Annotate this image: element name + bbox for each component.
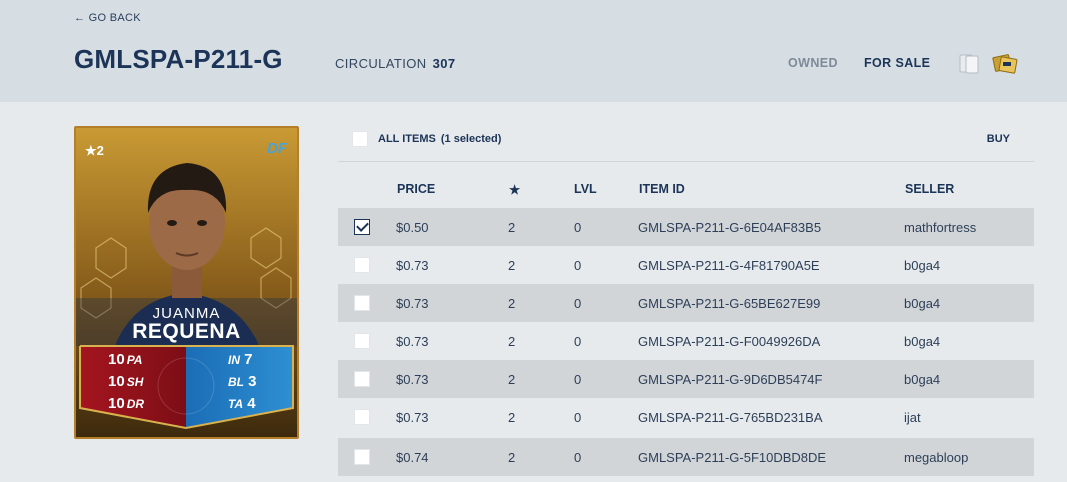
row-seller: b0ga4 (904, 258, 941, 273)
table-row[interactable]: $0.50 2 0 GMLSPA-P211-G-6E04AF83B5 mathf… (338, 208, 1034, 246)
tab-for-sale[interactable]: FOR SALE (864, 56, 931, 70)
col-lvl[interactable]: LVL (574, 182, 597, 196)
packs-icon[interactable] (990, 52, 1022, 76)
row-checkbox[interactable] (354, 257, 370, 273)
row-price: $0.50 (396, 220, 429, 235)
stat-dr: 10 DR (108, 395, 145, 412)
row-stars: 2 (508, 220, 516, 235)
player-card: ★2 DF JUANMA REQUENA 10 PA 10 SH 10 DR IN 7… (74, 126, 299, 439)
card-rating: ★2 (85, 143, 104, 158)
row-price: $0.73 (396, 296, 429, 311)
card-first-name: JUANMA (152, 305, 221, 322)
row-item-id: GMLSPA-P211-G-9D6DB5474F (638, 372, 823, 387)
row-item-id: GMLSPA-P211-G-F0049926DA (638, 334, 821, 349)
row-seller: megabloop (904, 450, 969, 465)
row-stars: 2 (508, 450, 516, 465)
stat-in: IN 7 (228, 351, 253, 368)
row-seller: b0ga4 (904, 372, 941, 387)
table-row[interactable]: $0.73 2 0 GMLSPA-P211-G-4F81790A5E b0ga4 (338, 246, 1034, 284)
card-last-name: REQUENA (132, 320, 241, 343)
row-item-id: GMLSPA-P211-G-6E04AF83B5 (638, 220, 822, 235)
row-checkbox[interactable] (354, 449, 370, 465)
row-seller: b0ga4 (904, 296, 941, 311)
row-stars: 2 (508, 334, 516, 349)
all-items-label: ALL ITEMS (1 selected) (378, 133, 502, 145)
col-item-id[interactable]: ITEM ID (639, 182, 685, 196)
row-stars: 2 (508, 296, 516, 311)
row-lvl: 0 (574, 450, 582, 465)
circulation: CIRCULATION 307 (335, 56, 455, 71)
stat-sh: 10 SH (108, 373, 144, 390)
page-title: GMLSPA-P211-G (74, 44, 283, 74)
player-card-art (76, 128, 297, 437)
row-checkbox[interactable] (354, 295, 370, 311)
row-checkbox[interactable] (354, 219, 370, 235)
row-stars: 2 (508, 258, 516, 273)
row-seller: b0ga4 (904, 334, 941, 349)
go-back-link[interactable]: ← GO BACK (74, 12, 141, 24)
table-row[interactable]: $0.73 2 0 GMLSPA-P211-G-F0049926DA b0ga4 (338, 322, 1034, 360)
row-item-id: GMLSPA-P211-G-4F81790A5E (638, 258, 820, 273)
row-seller: mathfortress (904, 220, 977, 235)
col-seller[interactable]: SELLER (905, 182, 955, 196)
table-row[interactable]: $0.74 2 0 GMLSPA-P211-G-5F10DBD8DE megab… (338, 438, 1034, 476)
row-checkbox[interactable] (354, 333, 370, 349)
row-lvl: 0 (574, 220, 582, 235)
table-row[interactable]: $0.73 2 0 GMLSPA-P211-G-765BD231BA ijat (338, 398, 1034, 436)
row-lvl: 0 (574, 372, 582, 387)
row-price: $0.74 (396, 450, 429, 465)
row-price: $0.73 (396, 410, 429, 425)
circulation-value: 307 (432, 56, 456, 71)
row-lvl: 0 (574, 258, 582, 273)
row-lvl: 0 (574, 296, 582, 311)
row-lvl: 0 (574, 334, 582, 349)
table-row[interactable]: $0.73 2 0 GMLSPA-P211-G-9D6DB5474F b0ga4 (338, 360, 1034, 398)
row-item-id: GMLSPA-P211-G-5F10DBD8DE (638, 450, 827, 465)
table-row[interactable]: $0.73 2 0 GMLSPA-P211-G-65BE627E99 b0ga4 (338, 284, 1034, 322)
row-lvl: 0 (574, 410, 582, 425)
row-price: $0.73 (396, 372, 429, 387)
row-seller: ijat (904, 410, 921, 425)
header-bar: ← GO BACK GMLSPA-P211-G CIRCULATION 307 O… (0, 0, 1067, 102)
row-checkbox[interactable] (354, 371, 370, 387)
stat-pa: 10 PA (108, 351, 143, 368)
row-price: $0.73 (396, 334, 429, 349)
tab-owned[interactable]: OWNED (788, 56, 838, 70)
stat-ta: TA 4 (228, 395, 256, 412)
cards-icon[interactable] (957, 52, 981, 76)
row-stars: 2 (508, 410, 516, 425)
col-stars[interactable]: ★ (509, 183, 521, 197)
row-item-id: GMLSPA-P211-G-765BD231BA (638, 410, 823, 425)
select-all-row: ALL ITEMS (1 selected) BUY (338, 124, 1034, 162)
row-checkbox[interactable] (354, 409, 370, 425)
select-all-checkbox[interactable] (352, 131, 368, 147)
buy-button[interactable]: BUY (986, 133, 1010, 145)
circulation-label: CIRCULATION (335, 56, 427, 71)
selected-count: (1 selected) (440, 133, 502, 145)
stat-bl: BL 3 (228, 373, 257, 390)
row-stars: 2 (508, 372, 516, 387)
col-price[interactable]: PRICE (397, 182, 436, 196)
card-position: DF (267, 140, 287, 157)
row-price: $0.73 (396, 258, 429, 273)
row-item-id: GMLSPA-P211-G-65BE627E99 (638, 296, 821, 311)
